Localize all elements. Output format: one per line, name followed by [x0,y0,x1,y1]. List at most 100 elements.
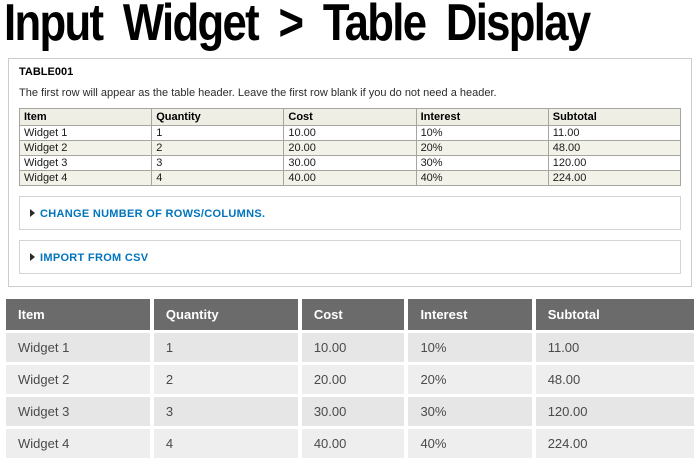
table-cell: 4 [153,429,302,461]
column-header-subtotal: Subtotal [535,299,694,333]
input-table-row [18,170,682,186]
table-cell: 11.00 [535,333,694,365]
cell-input[interactable] [156,172,280,184]
cell-input[interactable] [552,157,676,169]
collapsible-import-from-csv: IMPORT FROM CSV [19,240,681,274]
table-row: Widget 4 4 40.00 40% 224.00 [6,429,694,461]
header-cell-input[interactable] [24,111,148,123]
header-cell-input[interactable] [420,111,544,123]
cell-input[interactable] [24,172,148,184]
table-row: Widget 3 3 30.00 30% 120.00 [6,397,694,429]
cell-input[interactable] [288,142,412,154]
input-table-cell [151,140,285,156]
input-table-cell [283,140,417,156]
cell-input[interactable] [552,127,676,139]
table-cell: 10.00 [301,333,409,365]
input-table-cell [18,125,153,141]
cell-input[interactable] [288,127,412,139]
input-table-cell [547,125,682,141]
table-cell: 30% [408,397,536,429]
field-description: The first row will appear as the table h… [19,87,497,99]
cell-input[interactable] [24,157,148,169]
input-table-cell [547,155,682,171]
cell-input[interactable] [156,142,280,154]
table-cell: 2 [153,365,302,397]
input-table-cell [283,108,417,126]
table-cell: Widget 3 [6,397,154,429]
import-from-csv-link[interactable]: IMPORT FROM CSV [30,252,148,264]
cell-input[interactable] [288,157,412,169]
column-header-interest: Interest [408,299,536,333]
input-table-cell [283,125,417,141]
column-header-cost: Cost [301,299,409,333]
input-table-row [18,140,682,156]
table-row: Widget 2 2 20.00 20% 48.00 [6,365,694,397]
cell-input[interactable] [420,157,544,169]
input-table-cell [415,125,549,141]
import-from-csv-label: IMPORT FROM CSV [40,252,149,264]
input-table-cell [283,170,417,186]
input-table-cell [18,108,153,126]
table-cell: 40% [408,429,536,461]
cell-input[interactable] [420,127,544,139]
input-table-row [18,155,682,171]
input-table-cell [283,155,417,171]
input-table-cell [547,108,682,126]
input-table [18,108,682,186]
cell-input[interactable] [552,172,676,184]
input-table-cell [151,155,285,171]
cell-input[interactable] [24,142,148,154]
table-cell: 30.00 [301,397,409,429]
table-cell: Widget 1 [6,333,154,365]
input-table-cell [18,170,153,186]
table-cell: 120.00 [535,397,694,429]
collapsed-triangle-icon [30,209,35,217]
collapsible-change-rows-columns: CHANGE NUMBER OF ROWS/COLUMNS. [19,196,681,230]
column-header-item: Item [6,299,154,333]
page-title-text: Input Widget > Table Display [4,0,591,52]
input-table-cell [547,140,682,156]
change-rows-columns-label: CHANGE NUMBER OF ROWS/COLUMNS. [40,208,266,220]
input-table-cell [18,140,153,156]
input-table-cell [415,170,549,186]
cell-input[interactable] [420,172,544,184]
table-cell: 3 [153,397,302,429]
page-title: Input Widget > Table Display [0,0,700,52]
input-table-cell [415,155,549,171]
cell-input[interactable] [288,172,412,184]
collapsed-triangle-icon [30,253,35,261]
input-table-cell [151,108,285,126]
header-cell-input[interactable] [552,111,676,123]
table-cell: 10% [408,333,536,365]
table-cell: 1 [153,333,302,365]
header-cell-input[interactable] [156,111,280,123]
field-label: TABLE001 [19,66,74,78]
table-cell: Widget 4 [6,429,154,461]
table-cell: 40.00 [301,429,409,461]
display-table-header-row: Item Quantity Cost Interest Subtotal [6,299,694,333]
table-cell: 20.00 [301,365,409,397]
input-table-cell [18,155,153,171]
table-cell: 224.00 [535,429,694,461]
cell-input[interactable] [156,127,280,139]
table-row: Widget 1 1 10.00 10% 11.00 [6,333,694,365]
table-cell: 20% [408,365,536,397]
input-table-cell [547,170,682,186]
tablefield-widget: TABLE001 The first row will appear as th… [8,58,692,287]
input-table-cell [415,140,549,156]
input-table-cell [151,125,285,141]
display-table: Item Quantity Cost Interest Subtotal Wid… [6,299,694,461]
cell-input[interactable] [156,157,280,169]
change-rows-columns-link[interactable]: CHANGE NUMBER OF ROWS/COLUMNS. [30,208,265,220]
header-cell-input[interactable] [288,111,412,123]
input-table-row [18,125,682,141]
input-table-header-row [18,108,682,126]
cell-input[interactable] [24,127,148,139]
column-header-quantity: Quantity [153,299,302,333]
cell-input[interactable] [420,142,544,154]
table-cell: Widget 2 [6,365,154,397]
input-table-cell [415,108,549,126]
table-cell: 48.00 [535,365,694,397]
input-table-cell [151,170,285,186]
cell-input[interactable] [552,142,676,154]
